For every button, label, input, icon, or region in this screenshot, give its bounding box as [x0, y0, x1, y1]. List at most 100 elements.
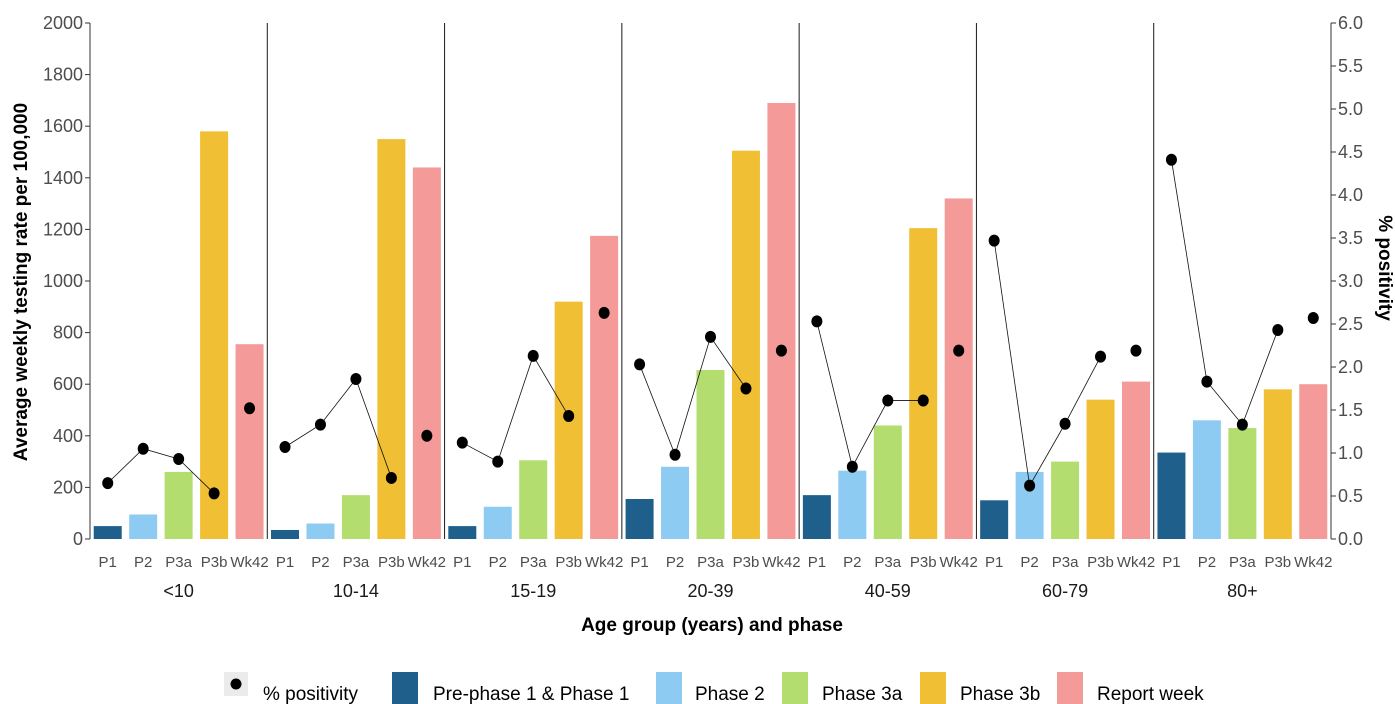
bars [93, 102, 1328, 540]
positivity-point [598, 306, 610, 319]
y-right-tick-label: 4.5 [1338, 142, 1363, 162]
positivity-point [208, 487, 220, 500]
x-tick-label: P3a [874, 554, 901, 571]
y-right-tick-label: 2.5 [1338, 314, 1363, 334]
positivity-point [811, 315, 823, 328]
positivity-point [705, 330, 716, 343]
positivity-point [421, 429, 433, 442]
y-tick-label: 800 [53, 323, 83, 343]
x-tick-label: P3a [1052, 554, 1079, 571]
bar [341, 495, 370, 539]
positivity-point [492, 455, 504, 468]
y-tick-label: 1000 [43, 271, 83, 291]
x-tick-label: P3b [378, 554, 405, 571]
y-tick-label: 200 [53, 477, 83, 497]
y-right-tick-label: 1.0 [1338, 443, 1363, 463]
x-tick-label: Wk42 [230, 554, 268, 571]
positivity-line [107, 448, 215, 494]
positivity-point [1130, 344, 1142, 357]
legend-label: Phase 3b [960, 684, 1040, 704]
legend-key [920, 672, 946, 704]
legend-label: Phase 2 [695, 684, 765, 704]
y-right-tick-label: 3.5 [1338, 228, 1363, 248]
x-group-label: 80+ [1227, 581, 1258, 601]
right-axis: 0.0 0.5 1.0 1.5 2.0 2.5 3.0 3.5 4.0 4.5 5.0 5.5 6.0 [1330, 13, 1363, 549]
y-right-tick-label: 1.5 [1338, 400, 1363, 420]
bar [412, 167, 441, 540]
x-tick-label: P1 [99, 554, 117, 571]
x-group-label: 40-59 [865, 581, 911, 601]
positivity-point [1024, 479, 1036, 492]
x-group-label: 15-19 [510, 581, 556, 601]
positivity-point [102, 477, 114, 490]
bar [767, 102, 796, 539]
bar [483, 506, 512, 539]
positivity-point [1165, 153, 1177, 166]
positivity-point [279, 440, 291, 453]
positivity-point [314, 418, 326, 431]
y-right-tick-label: 0.5 [1338, 486, 1363, 506]
bar [93, 526, 122, 539]
bar [980, 500, 1009, 539]
x-tick-label: Wk42 [408, 554, 446, 571]
x-tick-label: P3b [733, 554, 760, 571]
legend-label: Phase 3a [822, 684, 903, 704]
y-tick-label: 0 [73, 529, 83, 549]
bar [1299, 384, 1328, 539]
x-tick-label: P1 [1162, 554, 1180, 571]
y-right-tick-label: 3.0 [1338, 271, 1363, 291]
positivity-point [988, 234, 1000, 247]
x-tick-label: P3a [165, 554, 192, 571]
positivity-point [137, 442, 149, 455]
x-tick-label: P2 [134, 554, 152, 571]
positivity-point [385, 471, 397, 484]
bar [661, 466, 690, 539]
bar [271, 529, 300, 539]
legend-key [1057, 672, 1083, 704]
positivity-point [244, 402, 256, 415]
positivity-line [1171, 159, 1279, 426]
x-tick-label: P2 [666, 554, 684, 571]
x-tick-label: P3a [1229, 554, 1256, 571]
positivity-point [1272, 324, 1284, 337]
x-tick-label: Wk42 [585, 554, 623, 571]
x-group-label: 20-39 [687, 581, 733, 601]
positivity-point [917, 394, 929, 407]
bar [873, 425, 902, 539]
y-axis-title: Average weekly testing rate per 100,000 [11, 103, 32, 461]
positivity-point [1201, 375, 1213, 388]
positivity-line [993, 240, 1101, 487]
x-tick-label: Wk42 [940, 554, 978, 571]
x-tick-label: P2 [1198, 554, 1216, 571]
bar [731, 150, 760, 539]
positivity-point [173, 453, 185, 466]
x-axis-title: Age group (years) and phase [581, 615, 843, 636]
bar [235, 344, 264, 539]
bar [944, 198, 973, 539]
positivity-point [846, 460, 858, 473]
x-tick-label: Wk42 [1117, 554, 1155, 571]
legend-label: Pre-phase 1 & Phase 1 [433, 684, 629, 704]
bar [1192, 420, 1221, 539]
x-tick-label: P1 [808, 554, 826, 571]
bar [1263, 389, 1292, 539]
positivity-point [740, 382, 752, 395]
bar [1086, 399, 1115, 539]
bar [1121, 381, 1150, 539]
positivity-line [462, 354, 570, 463]
y-tick-label: 1400 [43, 168, 83, 188]
y-tick-label: 1200 [43, 219, 83, 239]
positivity-point [953, 344, 965, 357]
positivity-point [882, 394, 894, 407]
x-group-label: <10 [163, 581, 194, 601]
positivity-point [456, 436, 468, 449]
legend-label: % positivity [263, 684, 359, 704]
x-tick-label: P3a [697, 554, 724, 571]
bar [696, 370, 725, 539]
x-group-label: 10-14 [333, 581, 379, 601]
y-tick-label: 1600 [43, 116, 83, 136]
y-tick-label: 400 [53, 426, 83, 446]
